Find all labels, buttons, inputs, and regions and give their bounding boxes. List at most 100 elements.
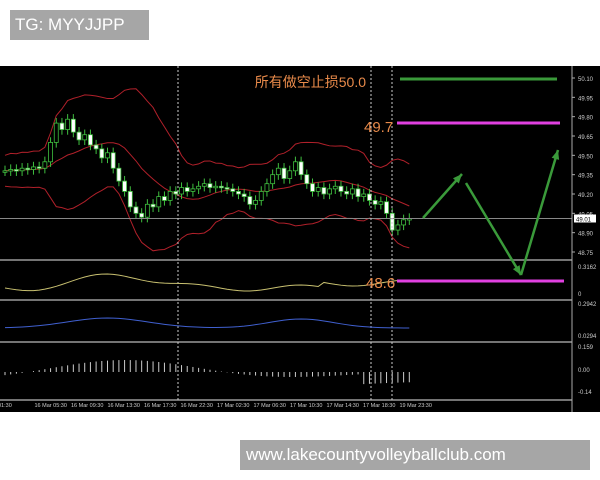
candle xyxy=(230,188,236,192)
current-price-label: 49.01 xyxy=(576,217,592,223)
panel-separators xyxy=(0,66,573,412)
lower-band xyxy=(4,185,410,252)
candle xyxy=(338,185,344,192)
candle xyxy=(372,200,378,205)
candle xyxy=(270,174,276,185)
time-tick-label: 17 Mar 10:30 xyxy=(290,403,322,409)
trading-chart[interactable]: 50.1049.9549.8049.6549.5049.3549.2049.05… xyxy=(0,66,600,412)
price-tick-label: 49.50 xyxy=(578,154,594,160)
time-tick-label: 17 Mar 18:30 xyxy=(363,403,395,409)
price-tick-label: 48.90 xyxy=(578,232,594,238)
candle xyxy=(2,170,8,173)
candle xyxy=(332,185,338,190)
projection-arrows xyxy=(422,149,560,276)
candle xyxy=(264,183,270,192)
time-tick-label: 17 Mar 02:30 xyxy=(217,403,249,409)
indicator-tick-label: 0.0294 xyxy=(578,334,597,340)
time-tick-label: 16 Mar 22:30 xyxy=(181,403,213,409)
candle xyxy=(258,191,264,201)
candle xyxy=(196,185,202,190)
price-tick-label: 49.80 xyxy=(578,116,594,122)
candle xyxy=(8,169,14,172)
candle xyxy=(25,167,31,171)
candle xyxy=(293,161,298,172)
levels xyxy=(397,77,564,283)
indicator2-line xyxy=(4,317,410,329)
candle xyxy=(367,193,372,201)
candle xyxy=(275,167,281,176)
time-tick-label: 16 Mar 13:30 xyxy=(108,403,140,409)
candle xyxy=(133,206,139,214)
arrow-shaft xyxy=(464,182,523,276)
price-tick-label: 49.20 xyxy=(578,193,594,199)
candle xyxy=(236,191,241,195)
candle xyxy=(247,196,253,205)
candle xyxy=(99,148,105,159)
time-tick-label: 16 Mar 17:30 xyxy=(144,403,176,409)
candle xyxy=(253,200,258,205)
arrow-head xyxy=(551,150,560,160)
indicator-tick-label: 0.3162 xyxy=(578,265,597,271)
indicator-tick-label: 0.00 xyxy=(578,368,590,374)
candle xyxy=(42,161,48,169)
time-axis: 01:30 16 Mar 05:30 16 Mar 09:30 16 Mar 13:3… xyxy=(0,403,432,409)
price-axis: 50.1049.9549.8049.6549.5049.3549.2049.05… xyxy=(572,77,597,396)
middle-band xyxy=(4,142,410,207)
candle xyxy=(70,118,76,133)
candle xyxy=(401,219,407,226)
indicator1-line xyxy=(4,273,410,292)
candle xyxy=(321,187,327,195)
candle xyxy=(76,131,82,141)
candle xyxy=(173,191,179,195)
candle xyxy=(224,187,230,190)
candle xyxy=(127,191,133,208)
candle xyxy=(384,201,389,214)
candle xyxy=(53,122,59,143)
candle xyxy=(349,188,355,195)
price-tick-label: 49.95 xyxy=(578,96,594,102)
candle xyxy=(156,196,162,208)
candle xyxy=(105,152,110,159)
candle xyxy=(213,185,219,189)
candle xyxy=(344,191,350,195)
candle xyxy=(93,144,99,150)
candle xyxy=(281,167,287,179)
time-tick-label: 16 Mar 09:30 xyxy=(71,403,103,409)
candle xyxy=(150,203,156,208)
candle xyxy=(19,167,25,172)
candle xyxy=(184,187,190,192)
candle xyxy=(287,170,293,179)
candle xyxy=(361,193,367,197)
arrow-head xyxy=(452,174,462,184)
arrow-shaft xyxy=(422,173,463,219)
price-tick-label: 48.75 xyxy=(578,251,594,257)
candle xyxy=(139,212,145,218)
candle xyxy=(304,174,310,185)
indicators xyxy=(4,273,410,385)
candle xyxy=(36,166,42,169)
level-label-48-6: 48.6 xyxy=(366,275,395,292)
bollinger-bands xyxy=(4,88,410,252)
time-tick-label: 16 Mar 05:30 xyxy=(35,403,67,409)
candle xyxy=(315,187,321,192)
candle xyxy=(65,118,71,130)
candle xyxy=(190,188,196,192)
arrow-shaft xyxy=(519,149,560,276)
time-tick-label: 01:30 xyxy=(0,403,12,409)
candles xyxy=(2,114,412,236)
candle xyxy=(298,161,304,176)
current-price-badge xyxy=(574,214,596,223)
candle xyxy=(207,183,213,188)
level-label-49-7: 49.7 xyxy=(364,119,393,136)
candle xyxy=(218,185,224,189)
stop-loss-label: 所有做空止损50.0 xyxy=(255,74,366,90)
candle xyxy=(201,183,207,187)
candle xyxy=(355,188,361,197)
candle xyxy=(378,201,384,205)
indicator-tick-label: -0.14 xyxy=(578,390,592,396)
chart-canvas[interactable]: 50.1049.9549.8049.6549.5049.3549.2049.05… xyxy=(0,66,600,412)
watermark: TG: MYYJJPP xyxy=(10,10,149,40)
candle xyxy=(116,167,122,182)
candle xyxy=(395,224,401,231)
time-tick-label: 19 Mar 23:30 xyxy=(400,403,432,409)
